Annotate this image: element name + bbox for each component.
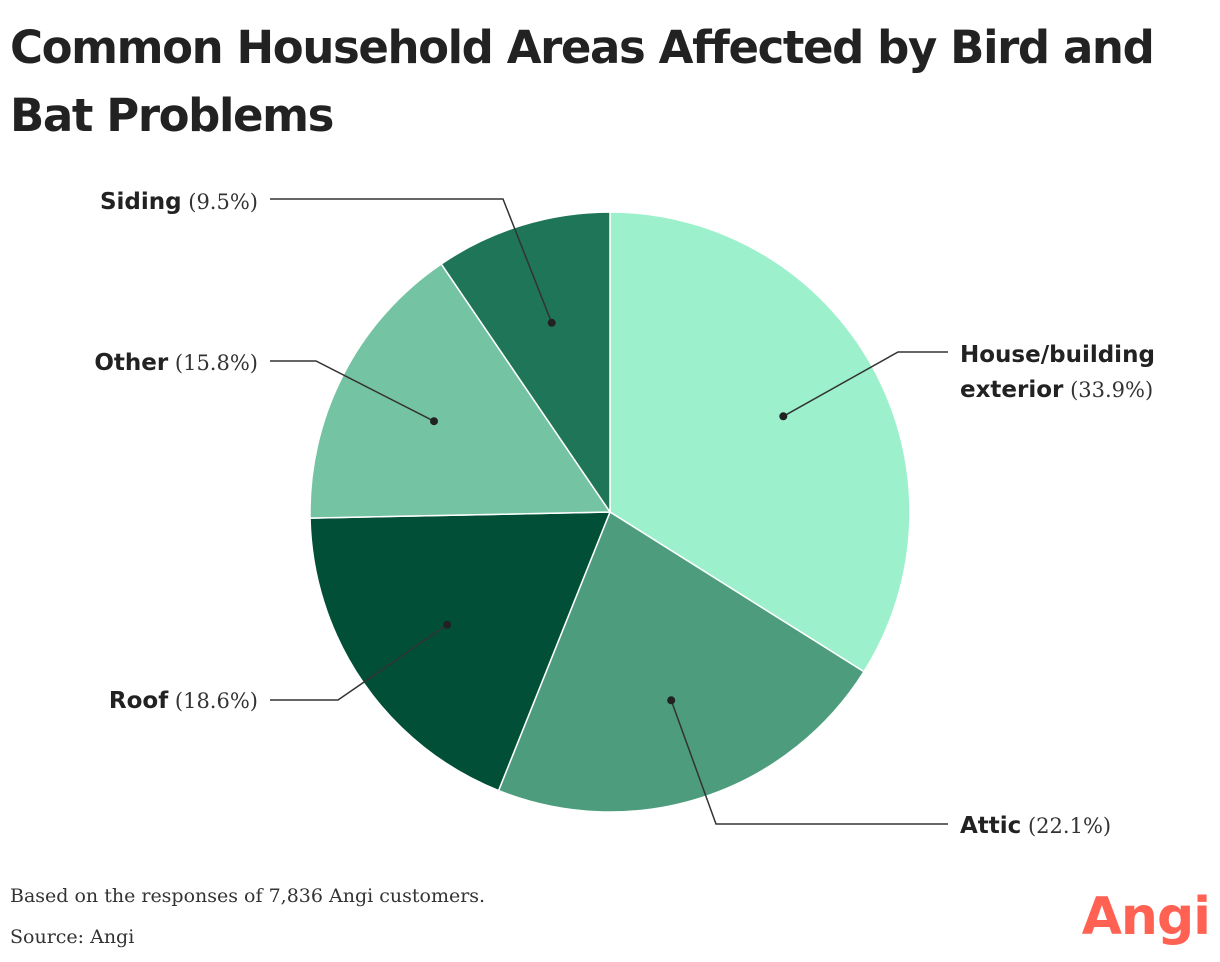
slice-label-other: Other (15.8%) [94, 350, 258, 376]
leader-dot-roof [443, 620, 452, 629]
slice-label-siding: Siding (9.5%) [100, 189, 258, 215]
slice-label-percent: (15.8%) [168, 351, 258, 375]
slice-label-name: Attic [960, 813, 1021, 839]
leader-line-other [270, 360, 435, 422]
slice-label-percent: (18.6%) [168, 689, 258, 713]
leader-line-siding [270, 198, 553, 324]
slice-labels: House/building exterior (33.9%) Attic (22.… [94, 189, 1155, 839]
footnote-note: Based on the responses of 7,836 Angi cus… [10, 885, 486, 907]
slice-label-percent: (9.5%) [182, 190, 258, 214]
pie-slices [309, 211, 911, 813]
slice-label-roof: Roof (18.6%) [109, 688, 258, 714]
slice-label-percent: (22.1%) [1021, 814, 1111, 838]
leader-line-house-building-exterior [782, 351, 948, 417]
leader-dot-siding [547, 318, 556, 327]
slice-label-name: exterior [960, 377, 1064, 403]
pie-slice-siding [440, 211, 611, 513]
slice-label-house-building-exterior: House/building exterior (33.9%) [960, 342, 1155, 403]
leader-line-roof [270, 624, 448, 701]
slice-label-percent: (33.9%) [1063, 378, 1153, 402]
leader-dot-other [430, 417, 438, 426]
footnote-source: Source: Angi [10, 926, 135, 948]
brand-logo: Angi [1081, 887, 1211, 947]
slice-label-attic: Attic (22.1%) [960, 813, 1111, 839]
pie-slice-attic [497, 511, 865, 813]
slice-label-name: Other [94, 350, 169, 376]
leader-lines [270, 198, 948, 825]
slice-label-name: House/building [960, 342, 1155, 368]
chart-title: Common Household Areas Affected by Bird … [10, 21, 1155, 142]
slice-label-name: Roof [109, 688, 169, 714]
leader-line-attic [670, 700, 948, 825]
slice-label-name: Siding [100, 189, 182, 215]
leader-dot-house-building-exterior [779, 412, 788, 421]
leader-dot-attic [667, 696, 676, 705]
